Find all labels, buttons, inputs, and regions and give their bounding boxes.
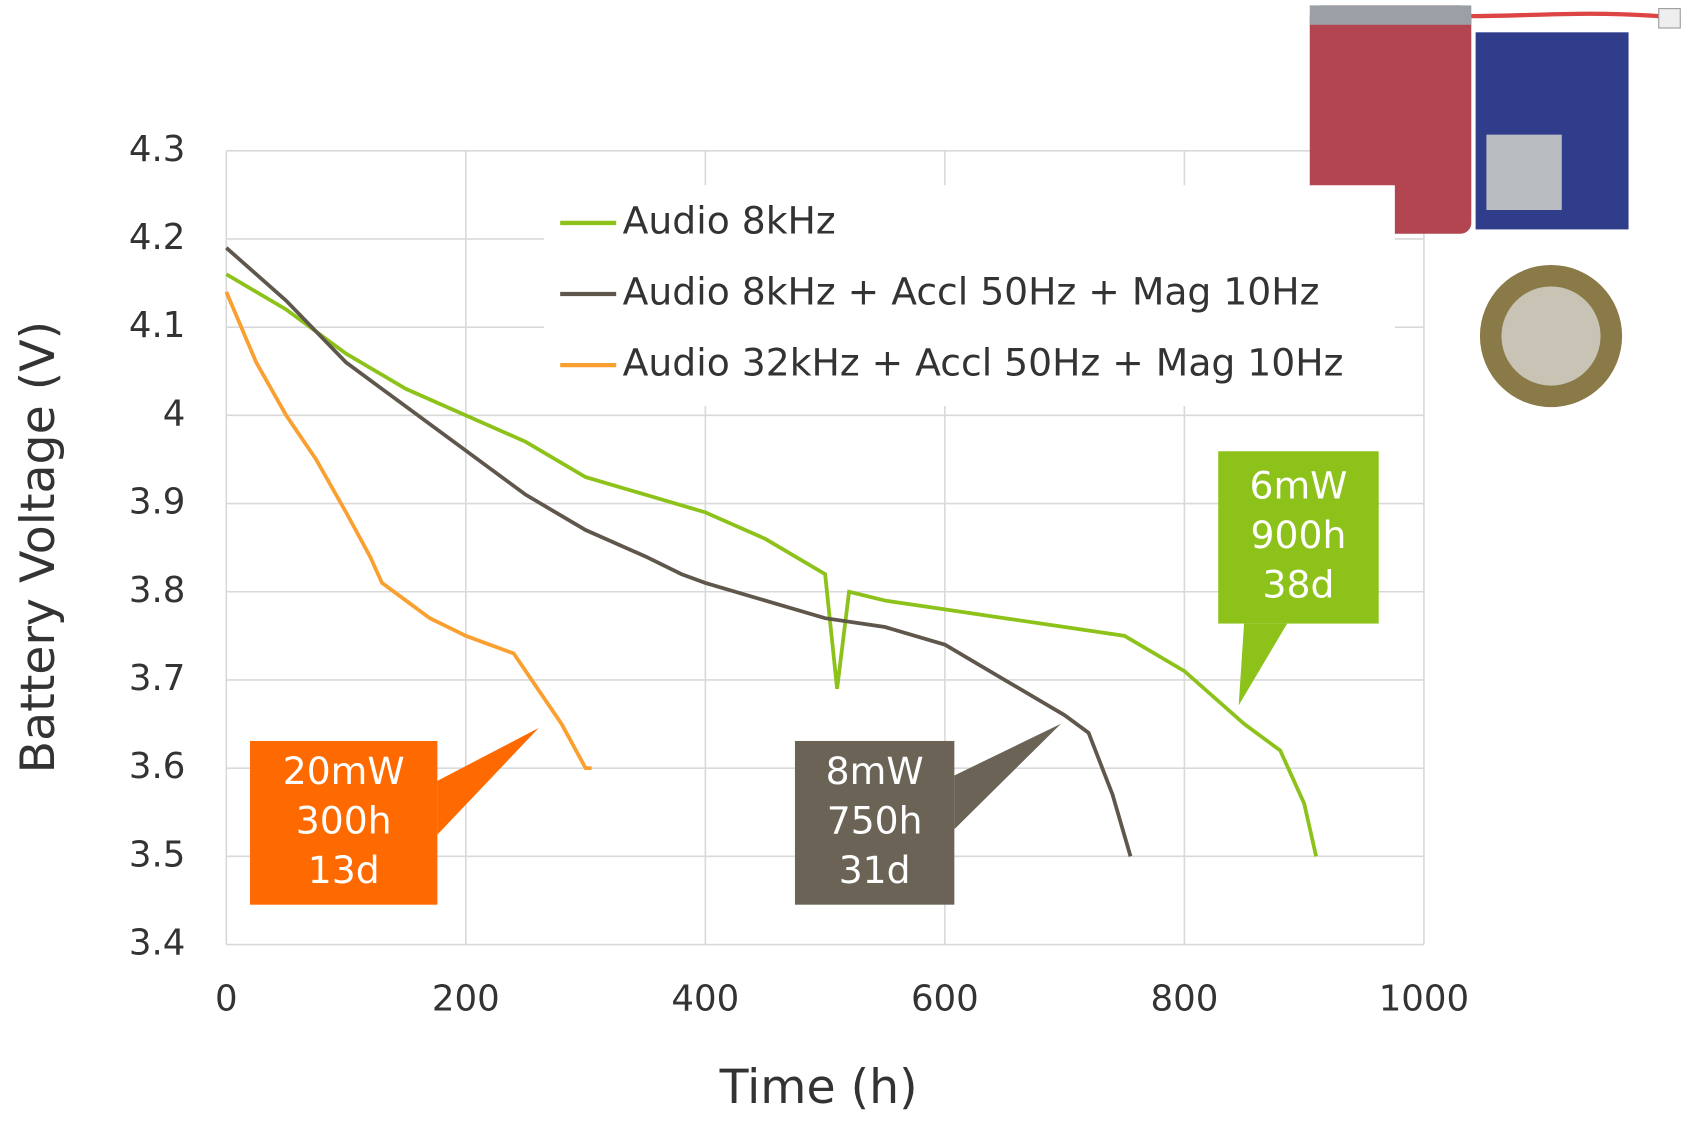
y-tick-label: 4.1 bbox=[129, 305, 186, 346]
callout-text: 6mW bbox=[1249, 463, 1347, 507]
callout-pointer bbox=[1238, 623, 1288, 706]
coin-center bbox=[1501, 286, 1601, 386]
x-tick-label: 600 bbox=[911, 979, 979, 1020]
callout-pointer bbox=[437, 728, 539, 835]
callout-text: 20mW bbox=[283, 749, 405, 793]
sd-slot bbox=[1486, 134, 1562, 211]
legend-label: Audio 32kHz + Accl 50Hz + Mag 10Hz bbox=[623, 341, 1344, 385]
callout-box bbox=[1218, 451, 1379, 624]
y-tick-label: 4 bbox=[163, 393, 186, 434]
callout: 8mW 750h 31d bbox=[794, 723, 1061, 905]
y-tick-label: 4.2 bbox=[129, 217, 186, 258]
legend-label: Audio 8kHz bbox=[623, 198, 836, 242]
callout-text: 8mW bbox=[826, 749, 924, 793]
callout-text: 900h bbox=[1251, 513, 1347, 557]
callout-box bbox=[249, 740, 438, 905]
y-tick-label: 3.5 bbox=[129, 834, 186, 875]
device-photos bbox=[1309, 5, 1681, 408]
y-tick-label: 3.6 bbox=[129, 746, 186, 787]
legend-label: Audio 8kHz + Accl 50Hz + Mag 10Hz bbox=[623, 270, 1320, 314]
y-axis-title: Battery Voltage (V) bbox=[11, 321, 66, 774]
x-tick-label: 1000 bbox=[1379, 979, 1469, 1020]
series-line bbox=[225, 272, 1318, 857]
callout-box bbox=[794, 740, 955, 905]
x-tick-label: 0 bbox=[215, 979, 238, 1020]
callout-text: 13d bbox=[308, 848, 380, 892]
y-tick-label: 3.9 bbox=[129, 482, 186, 523]
y-tick-label: 3.7 bbox=[129, 658, 186, 699]
callout-pointer bbox=[954, 723, 1061, 830]
battery-photo bbox=[1309, 5, 1472, 234]
callout-text: 31d bbox=[839, 848, 911, 892]
series-line bbox=[224, 291, 592, 771]
battery-wire bbox=[1471, 11, 1659, 19]
x-axis-title: Time (h) bbox=[719, 1060, 918, 1115]
callout-text: 300h bbox=[296, 798, 392, 842]
callout-text: 750h bbox=[827, 798, 923, 842]
callout: 20mW 300h 13d bbox=[249, 728, 539, 905]
callout: 6mW 900h 38d bbox=[1218, 451, 1379, 706]
x-tick-label: 800 bbox=[1150, 979, 1218, 1020]
legend: Audio 8kHz Audio 8kHz + Accl 50Hz + Mag 1… bbox=[544, 185, 1395, 407]
y-tick-label: 3.4 bbox=[129, 923, 186, 964]
connector bbox=[1658, 8, 1681, 29]
legend-background bbox=[544, 185, 1395, 407]
battery-cap bbox=[1309, 5, 1472, 25]
callout-text: 38d bbox=[1263, 562, 1335, 606]
series-line bbox=[225, 246, 1133, 857]
x-tick-label: 200 bbox=[432, 979, 500, 1020]
y-tick-label: 4.3 bbox=[129, 129, 186, 170]
y-tick-label: 3.8 bbox=[129, 570, 186, 611]
x-tick-label: 400 bbox=[671, 979, 739, 1020]
